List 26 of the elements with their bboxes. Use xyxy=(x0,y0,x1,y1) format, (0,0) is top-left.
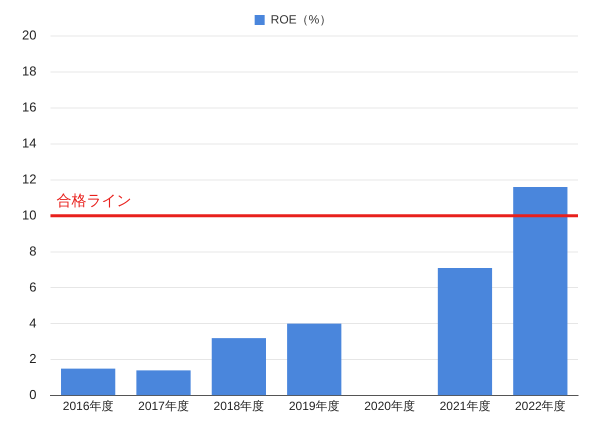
y-tick-label: 8 xyxy=(29,243,36,258)
y-tick-label: 16 xyxy=(22,100,36,114)
x-tick-label: 2022年度 xyxy=(514,399,566,414)
bar xyxy=(136,370,191,396)
bar xyxy=(513,187,568,396)
x-tick-label: 2017年度 xyxy=(138,399,189,414)
bar xyxy=(212,338,266,396)
y-tick-label: 2 xyxy=(29,351,36,366)
bar xyxy=(287,324,342,396)
y-tick-label: 4 xyxy=(29,315,36,330)
y-tick-label: 6 xyxy=(29,279,36,294)
y-tick-label: 12 xyxy=(22,171,36,186)
x-tick-label: 2016年度 xyxy=(62,399,114,414)
y-tick-label: 14 xyxy=(22,135,36,150)
x-tick-label: 2020年度 xyxy=(364,399,415,414)
bar xyxy=(438,268,492,396)
x-tick-label: 2018年度 xyxy=(214,399,264,414)
y-tick-label: 20 xyxy=(22,28,36,43)
y-tick-label: 18 xyxy=(22,64,36,79)
x-tick-label: 2019年度 xyxy=(288,399,340,414)
y-tick-label: 10 xyxy=(22,207,36,222)
legend-label: ROE（%） xyxy=(270,12,332,26)
x-tick-label: 2021年度 xyxy=(440,399,490,414)
ref-line-label: 合格ライン xyxy=(56,192,132,210)
y-tick-label: 0 xyxy=(29,387,36,402)
bar xyxy=(61,368,116,396)
